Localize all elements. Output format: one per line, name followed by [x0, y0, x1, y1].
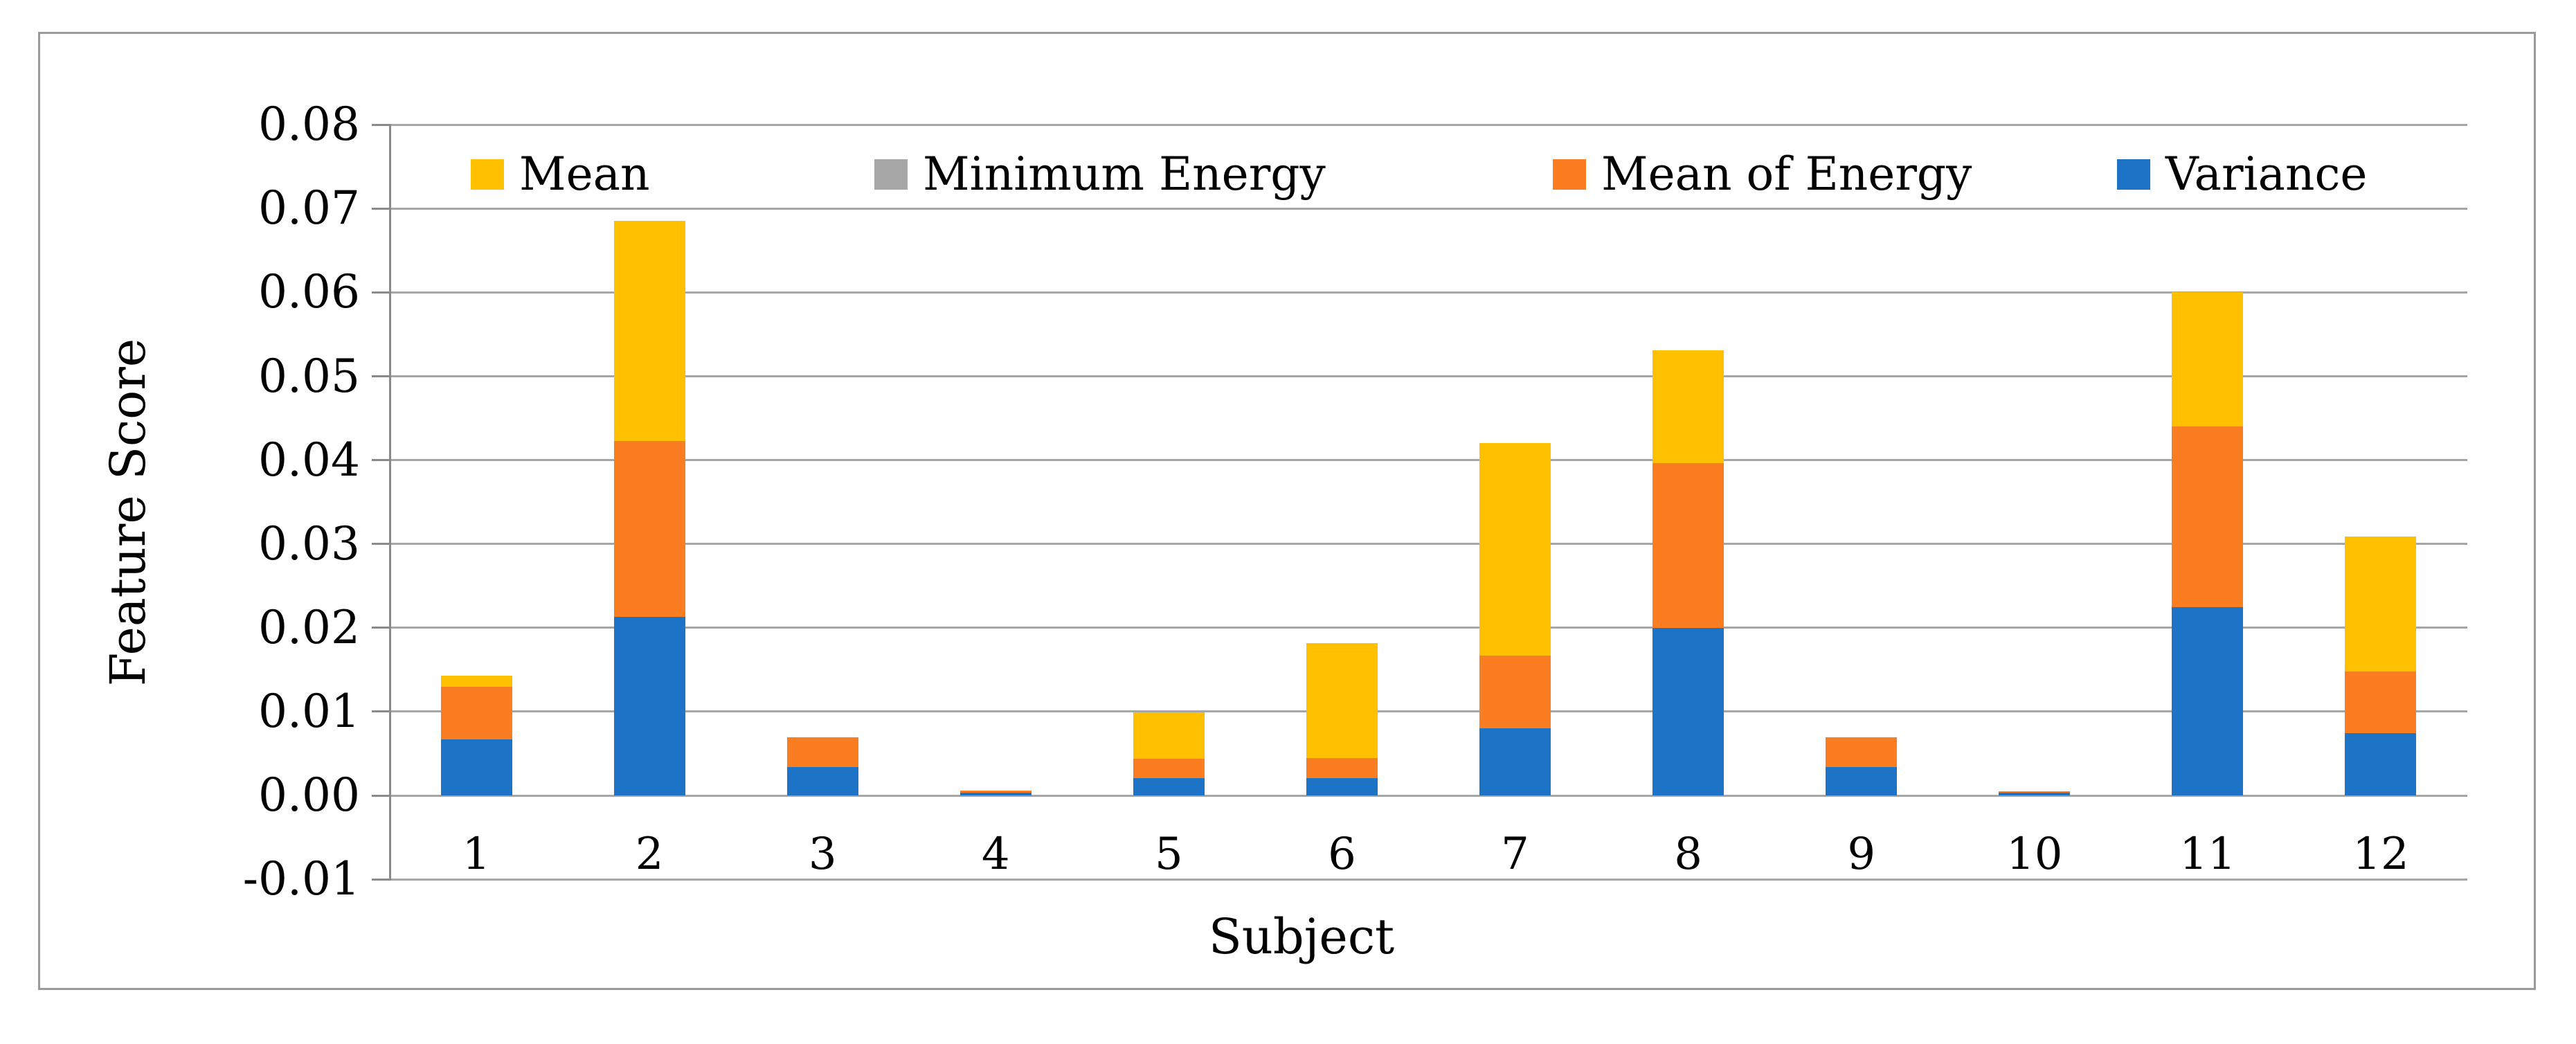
gridline--0.01 — [390, 878, 2467, 881]
gridline-0.03 — [390, 543, 2467, 546]
y-axis-tick-0.05 — [372, 375, 390, 377]
y-axis-tick-0.01 — [372, 710, 390, 713]
x-tick-label-4: 4 — [981, 829, 1010, 880]
bar-1-segment-variance — [440, 739, 512, 795]
bar-8-segment-variance — [1652, 627, 1724, 795]
y-tick-label-0.06: 0.06 — [258, 265, 360, 319]
gridline-0.06 — [390, 291, 2467, 294]
bar-10-segment-mean-of-energy — [1999, 791, 2071, 793]
bar-6-segment-variance — [1306, 777, 1378, 795]
y-tick-label-0.02: 0.02 — [258, 600, 360, 654]
legend-item-mean: Mean — [471, 147, 650, 202]
y-axis-tick-0.00 — [372, 794, 390, 797]
gridline-0.01 — [390, 710, 2467, 713]
bar-2-segment-mean — [613, 221, 685, 441]
y-axis-tick-0.08 — [372, 123, 390, 126]
bar-11-segment-mean-of-energy — [2172, 426, 2244, 607]
legend-item-mean-of-energy: Mean of Energy — [1553, 147, 1972, 202]
bar-6-segment-mean-of-energy — [1306, 757, 1378, 778]
gridline-0.07 — [390, 207, 2467, 210]
bar-7-segment-mean-of-energy — [1479, 655, 1551, 729]
gridline-0.05 — [390, 375, 2467, 377]
bar-3-segment-mean-of-energy — [786, 737, 858, 767]
y-axis-tick-0.06 — [372, 291, 390, 294]
bar-8-segment-mean-of-energy — [1652, 463, 1724, 628]
bar-11-segment-mean — [2172, 292, 2244, 427]
gridline-0.04 — [390, 459, 2467, 462]
y-axis-tick--0.01 — [372, 878, 390, 881]
x-tick-label-9: 9 — [1847, 829, 1876, 880]
x-tick-label-11: 11 — [2179, 829, 2236, 880]
gridline-0.00 — [390, 794, 2467, 797]
x-tick-label-12: 12 — [2352, 829, 2409, 880]
x-tick-label-5: 5 — [1155, 829, 1183, 880]
bar-1-segment-mean-of-energy — [440, 686, 512, 739]
bar-9-segment-variance — [1826, 766, 1898, 795]
legend-label-variance: Variance — [2165, 147, 2368, 201]
legend-label-minimum-energy: Minimum Energy — [923, 147, 1326, 201]
bar-5-segment-mean-of-energy — [1133, 758, 1205, 778]
x-tick-label-10: 10 — [2006, 829, 2063, 880]
bar-6-segment-mean — [1306, 642, 1378, 758]
x-tick-label-8: 8 — [1674, 829, 1702, 880]
bar-12-segment-mean-of-energy — [2345, 671, 2417, 734]
y-tick-label-0.04: 0.04 — [258, 433, 360, 487]
legend-swatch-mean-of-energy — [1553, 159, 1586, 190]
figure-border — [38, 32, 2536, 990]
bar-12-segment-variance — [2345, 733, 2417, 795]
bar-5-segment-variance — [1133, 777, 1205, 795]
bar-2-segment-variance — [613, 617, 685, 795]
bar-7-segment-variance — [1479, 728, 1551, 795]
y-tick-label-0.03: 0.03 — [258, 516, 360, 570]
bar-1-segment-mean — [440, 675, 512, 687]
x-tick-label-3: 3 — [808, 829, 837, 880]
y-axis-tick-0.02 — [372, 627, 390, 629]
legend-item-minimum-energy: Minimum Energy — [874, 147, 1326, 202]
y-tick-label-0.07: 0.07 — [258, 181, 360, 235]
y-tick-label-0.05: 0.05 — [258, 349, 360, 403]
y-tick-label--0.01: -0.01 — [242, 852, 360, 906]
x-tick-label-1: 1 — [462, 829, 491, 880]
y-tick-label-0.08: 0.08 — [258, 98, 360, 152]
legend-swatch-mean — [471, 159, 504, 190]
bar-7-segment-mean — [1479, 443, 1551, 656]
bar-5-segment-mean — [1133, 712, 1205, 759]
x-axis-title: Subject — [1208, 908, 1395, 965]
x-tick-label-6: 6 — [1328, 829, 1356, 880]
bar-10-segment-variance — [1999, 793, 2071, 795]
x-tick-label-7: 7 — [1501, 829, 1529, 880]
y-axis-tick-0.07 — [372, 207, 390, 210]
y-axis-line — [388, 123, 391, 881]
legend-label-mean: Mean — [519, 147, 650, 201]
y-axis-tick-0.04 — [372, 459, 390, 462]
legend-item-variance: Variance — [2117, 147, 2368, 202]
legend-swatch-variance — [2117, 159, 2150, 190]
legend-label-mean-of-energy: Mean of Energy — [1601, 147, 1972, 201]
gridline-0.08 — [390, 123, 2467, 126]
y-axis-tick-0.03 — [372, 543, 390, 546]
legend-swatch-minimum-energy — [874, 159, 908, 190]
bar-8-segment-mean — [1652, 350, 1724, 464]
bar-11-segment-variance — [2172, 606, 2244, 795]
bar-4-segment-mean-of-energy — [960, 790, 1032, 793]
gridline-0.02 — [390, 627, 2467, 629]
x-tick-label-2: 2 — [635, 829, 664, 880]
bar-12-segment-mean — [2345, 536, 2417, 672]
y-tick-label-0.01: 0.01 — [258, 684, 360, 738]
bar-2-segment-mean-of-energy — [613, 440, 685, 618]
bar-9-segment-mean-of-energy — [1826, 737, 1898, 767]
bar-4-segment-variance — [960, 793, 1032, 795]
bar-3-segment-variance — [786, 766, 858, 795]
y-tick-label-0.00: 0.00 — [258, 768, 360, 822]
